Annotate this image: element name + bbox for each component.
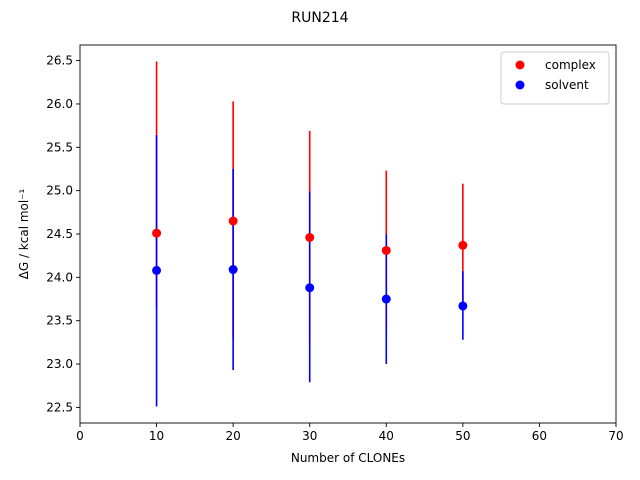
y-tick-label: 26.0 <box>46 97 73 111</box>
solvent-point <box>152 265 162 275</box>
y-tick-label: 24.0 <box>46 270 73 284</box>
x-axis: 0 10 20 30 40 50 60 70 <box>76 423 624 443</box>
complex-point <box>228 216 238 226</box>
x-tick-label: 60 <box>532 429 547 443</box>
complex-point <box>152 228 162 238</box>
x-tick-label: 70 <box>608 429 623 443</box>
legend-box <box>500 51 610 105</box>
x-tick-label: 10 <box>149 429 164 443</box>
solvent-point <box>381 294 391 304</box>
solvent-point <box>228 265 238 275</box>
y-tick-label: 24.5 <box>46 227 73 241</box>
x-tick-label: 20 <box>226 429 241 443</box>
x-tick-label: 40 <box>379 429 394 443</box>
legend-complex-marker <box>515 60 525 70</box>
solvent-point <box>458 301 468 311</box>
legend-complex-label: complex <box>545 58 596 72</box>
complex-point <box>305 232 315 242</box>
x-tick-label: 0 <box>76 429 84 443</box>
y-axis: 22.5 23.0 23.5 24.0 24.5 25.0 25.5 26.0 26.5 <box>46 54 80 414</box>
x-tick-label: 30 <box>302 429 317 443</box>
y-tick-label: 25.5 <box>46 140 73 154</box>
y-tick-label: 25.0 <box>46 184 73 198</box>
chart-title: RUN214 <box>291 10 348 26</box>
legend-solvent-label: solvent <box>545 78 589 92</box>
complex-point <box>381 245 391 255</box>
complex-point <box>458 240 468 250</box>
y-tick-label: 22.5 <box>46 400 73 414</box>
x-tick-label: 50 <box>455 429 470 443</box>
y-tick-label: 26.5 <box>46 54 73 68</box>
solvent-point <box>305 283 315 293</box>
y-tick-label: 23.0 <box>46 357 73 371</box>
legend-solvent-marker <box>515 80 525 90</box>
y-tick-label: 23.5 <box>46 314 73 328</box>
x-axis-label: Number of CLONEs <box>291 451 405 465</box>
series-layer <box>152 61 468 407</box>
legend: complex solvent <box>500 51 610 105</box>
y-axis-label: ΔG / kcal mol⁻¹ <box>17 188 31 279</box>
